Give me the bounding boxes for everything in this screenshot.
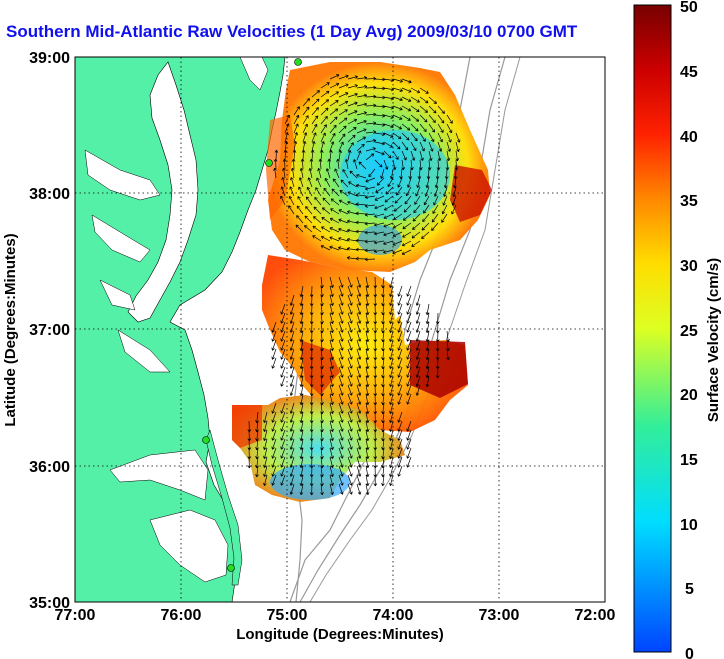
x-tick: 74:00 (373, 607, 414, 624)
y-tick: 35:00 (29, 595, 70, 612)
velocity-arrow-set (247, 74, 461, 496)
colorbar-tick: 0 (685, 646, 694, 659)
station-marker (227, 564, 235, 572)
station-marker (265, 159, 273, 167)
y-tick: 38:00 (29, 186, 70, 203)
colorbar-tick: 10 (680, 517, 698, 534)
y-axis-label: Latitude (Degrees:Minutes) (2, 233, 19, 426)
map-title: Southern Mid-Atlantic Raw Velocities (1 … (6, 22, 578, 41)
x-tick-labels: 77:00 76:00 75:00 74:00 73:00 72:00 (55, 607, 616, 624)
y-tick: 37:00 (29, 322, 70, 339)
colorbar-tick: 35 (680, 193, 698, 210)
colorbar-ticks: 50 45 40 35 30 25 20 15 10 5 0 (680, 0, 698, 659)
x-axis-label: Longitude (Degrees:Minutes) (236, 626, 444, 643)
y-tick: 36:00 (29, 459, 70, 476)
x-tick: 76:00 (161, 607, 202, 624)
station-marker (294, 58, 302, 66)
colorbar-tick: 25 (680, 323, 698, 340)
x-tick: 75:00 (267, 607, 308, 624)
colorbar-tick: 5 (685, 581, 694, 598)
x-tick: 72:00 (575, 607, 616, 624)
colorbar-tick: 30 (680, 258, 698, 275)
colorbar-tick: 15 (680, 452, 698, 469)
velocity-arrows (247, 74, 461, 496)
x-tick: 73:00 (479, 607, 520, 624)
chesapeake-bay (127, 61, 199, 323)
station-marker (202, 436, 210, 444)
colorbar-tick: 20 (680, 387, 698, 404)
colorbar-label: Surface Velocity (cm/s) (705, 258, 722, 422)
y-tick: 39:00 (29, 50, 70, 67)
colorbar-tick: 45 (680, 64, 698, 81)
colorbar (633, 4, 672, 653)
colorbar-tick: 40 (680, 129, 698, 146)
x-tick: 77:00 (55, 607, 96, 624)
y-tick-labels: 39:00 38:00 37:00 36:00 35:00 (29, 50, 70, 612)
colorbar-tick: 50 (680, 0, 698, 16)
